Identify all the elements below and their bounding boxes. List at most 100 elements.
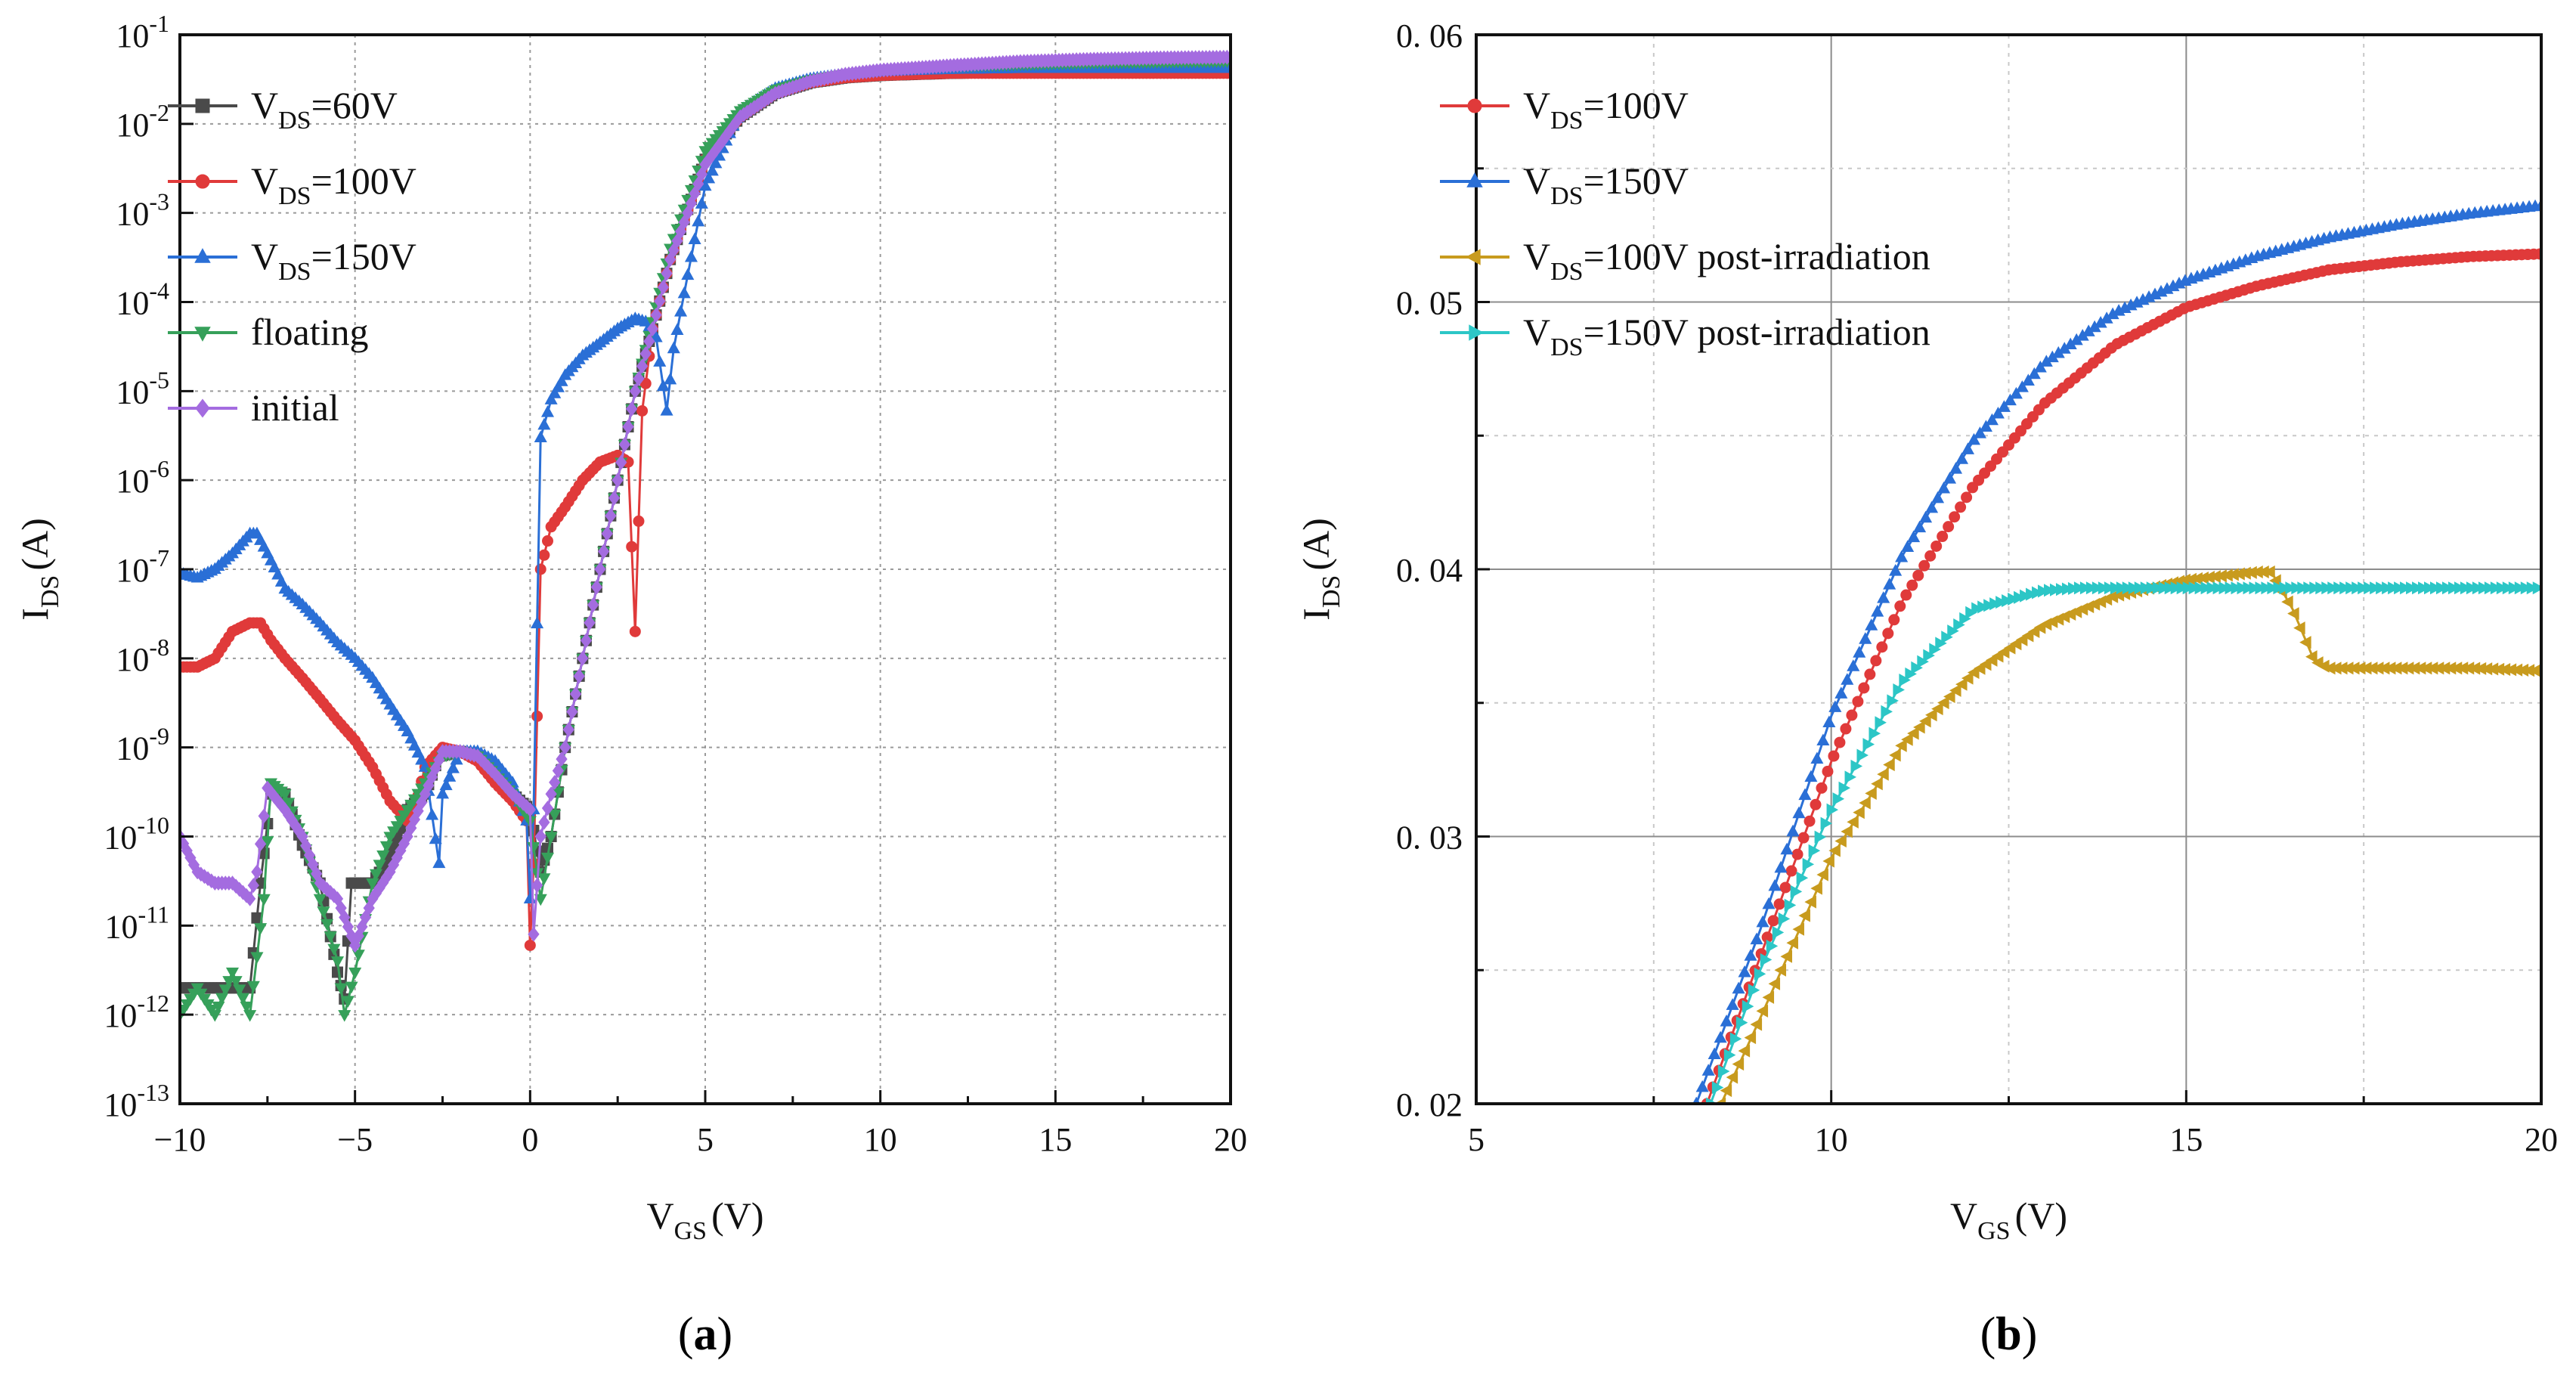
x-tick-label: 0 [522,1121,538,1158]
data-point [2502,581,2515,595]
x-tick-label: 10 [864,1121,897,1158]
data-point [537,873,551,885]
data-point [313,894,327,906]
data-point [544,832,558,844]
data-point [2279,581,2291,595]
data-point [1889,564,1903,576]
data-point [2255,581,2267,595]
data-point [1744,1031,1757,1045]
data-point [2009,386,2023,399]
data-point [1820,816,1833,830]
data-point [330,956,345,968]
data-point [531,710,543,722]
data-point [1756,915,1769,928]
data-point [1901,733,1913,746]
data-point [369,869,383,881]
data-point [1762,897,1776,909]
series-group [1692,198,2541,1104]
data-point [552,763,565,779]
y-tick-label: 10-9 [116,723,169,767]
series-v-ds-100v-post-irradiation [1714,565,2541,1104]
data-point [244,891,256,906]
data-point [2134,581,2147,595]
data-point [2424,581,2436,595]
data-point [1877,591,1890,603]
data-point [2098,581,2110,595]
legend-item: VDS=150V [168,235,416,286]
data-point [1871,777,1883,791]
data-point [1828,700,1842,712]
data-point [1925,500,1939,513]
data-point [1895,739,1907,752]
data-point [1840,723,1852,735]
data-point [1797,832,1810,844]
data-point [1767,915,1779,927]
data-point [524,939,536,951]
data-point [1955,501,1967,513]
data-point [577,650,589,666]
data-point [443,770,457,782]
data-point [1850,759,1863,773]
data-point [1780,842,1794,855]
data-point [709,156,723,169]
data-point [2091,581,2104,595]
data-point [1768,977,1781,990]
x-tick-label: −5 [337,1121,373,1158]
data-point [1732,1058,1745,1071]
data-point [1744,949,1757,961]
data-point [580,633,593,649]
data-point [229,976,243,988]
data-point [636,358,649,374]
legend-label: floating [251,311,369,353]
data-point [1913,720,1925,734]
data-point [2496,581,2509,595]
data-point [1913,520,1927,533]
data-point [540,852,555,865]
panel-label: (b) [1980,1309,2038,1360]
data-point [1720,1083,1732,1098]
legend-item: VDS=100V [1440,84,1689,135]
data-point [1826,803,1839,816]
data-point [695,197,708,209]
data-point [1917,655,1929,668]
data-point [1941,630,1953,644]
y-tick-label: 10-1 [116,10,169,54]
x-tick-label: 20 [1214,1121,1247,1158]
data-point [1832,792,1845,806]
data-point [1888,614,1900,626]
data-point [2243,581,2256,595]
data-point [1864,668,1876,680]
data-point [2333,581,2345,595]
data-point [2038,584,2050,598]
data-point [611,472,624,488]
data-point [2015,380,2029,392]
legend-label: VDS=150V [1523,160,1689,210]
data-point [1858,682,1870,694]
data-point [1977,600,1989,614]
data-point [656,379,670,392]
data-point [2176,581,2189,595]
data-point [1961,442,1975,454]
legend: VDS=60V VDS=100V VDS=150V floating initial [168,84,416,429]
data-point [1959,612,1971,625]
data-point [2249,581,2262,595]
data-point [320,919,334,931]
data-point [208,1010,221,1022]
data-point [657,280,670,295]
data-point [1865,618,1878,630]
data-point [1937,531,1949,543]
data-point [590,579,602,595]
data-point [544,392,558,404]
legend-label: VDS=60V [251,84,398,135]
data-point [373,860,386,872]
data-point [432,856,446,869]
data-point [1876,641,1888,653]
panel-label: (a) [678,1309,732,1360]
legend-label: VDS=100V post-irradiation [1523,235,1930,286]
data-point [661,265,673,281]
data-point [1997,400,2011,412]
data-point [426,807,439,820]
data-point [2212,581,2225,595]
data-point [2309,581,2321,595]
data-point [551,380,565,392]
